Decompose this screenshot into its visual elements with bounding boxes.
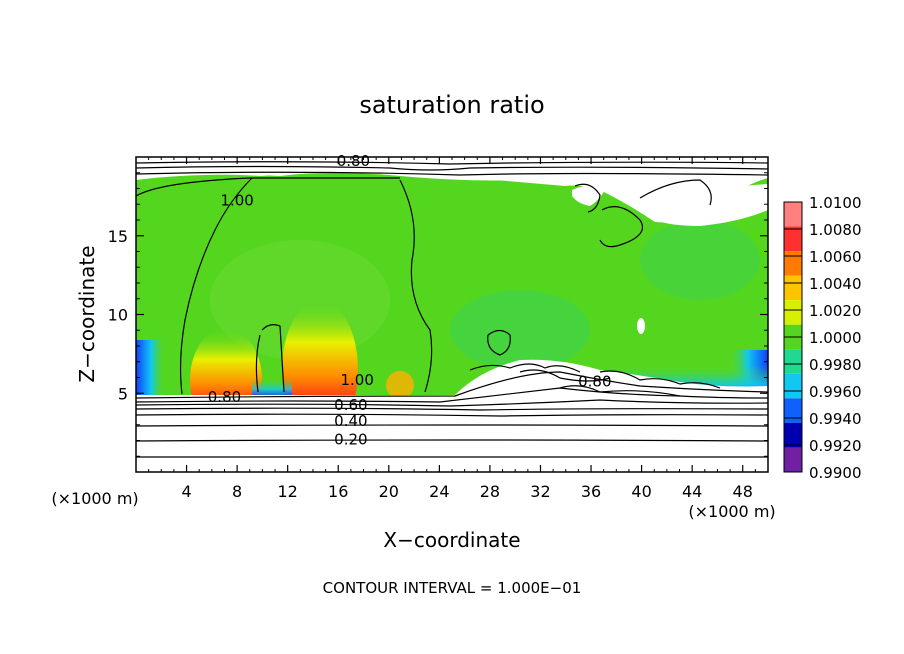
colorbar-swatch — [784, 251, 802, 276]
colorbar-swatch — [784, 398, 802, 423]
x-tick-label: 12 — [278, 482, 298, 501]
colorbar-label: 1.0080 — [809, 221, 862, 239]
x-tick-label: 32 — [530, 482, 550, 501]
contour-label: 1.00 — [220, 191, 253, 209]
contour-label: 1.00 — [340, 371, 373, 389]
contour-labels: 0.80 1.00 0.80 1.00 0.600.400.20 0.80 — [208, 152, 612, 449]
contour-label: 0.80 — [578, 372, 611, 390]
x-tick-label: 4 — [181, 482, 191, 501]
contour-label: 0.40 — [334, 412, 367, 430]
colorbar-swatch — [784, 300, 802, 325]
y-tick-label: 10 — [108, 306, 128, 325]
chart-title: saturation ratio — [359, 91, 544, 119]
x-tick-label: 40 — [631, 482, 651, 501]
colorbar-label: 0.9940 — [809, 410, 862, 428]
colorbar: 1.0100 1.0080 1.0060 1.0040 1.0020 1.0000 0.99… — [783, 194, 862, 482]
x-tick-label: 20 — [379, 482, 399, 501]
colorbar-swatch — [784, 202, 802, 227]
colorbar-label: 0.9920 — [809, 437, 862, 455]
colorbar-label: 1.0100 — [809, 194, 862, 212]
y-axis-label: Z−coordinate — [75, 245, 99, 382]
y-tick-label: 5 — [118, 384, 128, 403]
colorbar-label: 1.0020 — [809, 302, 862, 320]
colorbar-label: 0.9980 — [809, 356, 862, 374]
colorbar-label: 1.0040 — [809, 275, 862, 293]
colorbar-label: 1.0060 — [809, 248, 862, 266]
x-tick-label: 24 — [429, 482, 449, 501]
contour-label: 0.60 — [334, 396, 367, 414]
contour-label: 0.80 — [337, 152, 370, 170]
y-tick-label: 15 — [108, 227, 128, 246]
colorbar-swatch — [784, 226, 802, 252]
contour-interval-note: CONTOUR INTERVAL = 1.000E−01 — [323, 579, 582, 597]
x-tick-label: 16 — [328, 482, 348, 501]
y-axis-ticks: 5 10 15 — [108, 172, 768, 457]
colorbar-label: 1.0000 — [809, 329, 862, 347]
colorbar-label: 0.9960 — [809, 383, 862, 401]
colorbar-swatch — [784, 349, 802, 374]
x-tick-label: 44 — [682, 482, 702, 501]
x-tick-label: 48 — [733, 482, 753, 501]
x-tick-label: 8 — [232, 482, 242, 501]
contour-label: 0.20 — [334, 431, 367, 449]
x-axis-label: X−coordinate — [383, 528, 520, 552]
colorbar-swatch — [784, 275, 802, 301]
colorbar-swatch — [784, 422, 802, 448]
colorbar-swatch — [784, 447, 802, 472]
x-tick-label: 28 — [480, 482, 500, 501]
x-tick-label: 36 — [581, 482, 601, 501]
contour-lines — [136, 161, 768, 458]
x-unit-right: (×1000 m) — [688, 502, 775, 521]
x-unit-left: (×1000 m) — [51, 489, 138, 508]
colorbar-swatch — [784, 373, 802, 399]
colorbar-label: 0.9900 — [809, 464, 862, 482]
contour-label: 0.80 — [208, 388, 241, 406]
x-axis-ticks: 4 8 12 16 20 24 28 32 36 40 44 48 — [148, 157, 756, 501]
